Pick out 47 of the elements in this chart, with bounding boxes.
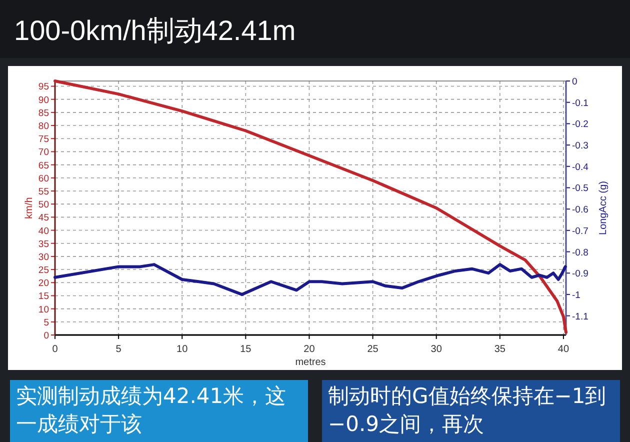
y-tick-label: 80	[38, 121, 49, 132]
x-tick-label: 15	[240, 344, 252, 355]
y2-tick-label: -0.9	[572, 268, 588, 280]
y-tick-label: 85	[38, 108, 49, 119]
y2-tick-label: -0.6	[572, 204, 588, 216]
y2-tick-label: -0.4	[572, 162, 588, 173]
x-tick-label: 5	[116, 344, 122, 355]
x-axis-title: metres	[295, 357, 326, 368]
y-tick-label: 95	[38, 82, 49, 93]
y-tick-label: 10	[38, 304, 49, 316]
y-tick-label: 55	[38, 186, 49, 198]
y-tick-label: 70	[38, 147, 49, 158]
y-tick-label: 45	[38, 212, 49, 224]
y-tick-label: 20	[38, 278, 49, 290]
y2-tick-label: -0.8	[572, 247, 588, 258]
x-tick-label: 20	[304, 344, 316, 355]
y2-tick-label: -0.2	[572, 119, 588, 130]
y2-tick-label: 0	[572, 76, 578, 88]
y-tick-label: 40	[38, 226, 49, 237]
x-tick-label: 40	[558, 344, 570, 355]
y-tick-label: 50	[38, 200, 49, 211]
y-tick-label: 65	[38, 160, 49, 172]
y2-tick-label: -0.7	[572, 226, 588, 237]
x-tick-label: 35	[494, 344, 506, 355]
y-axis-title: km/h	[24, 197, 35, 219]
title: 100-0km/h制动42.41m	[14, 15, 296, 46]
x-tick-label: 30	[430, 344, 442, 355]
y2-tick-label: -0.3	[572, 140, 588, 152]
x-tick-label: 25	[367, 344, 379, 355]
y-tick-label: 5	[44, 317, 49, 328]
x-tick-label: 10	[176, 344, 188, 355]
y2-tick-label: -0.1	[572, 98, 588, 109]
y-tick-label: 15	[38, 291, 49, 302]
y2-tick-label: -1.1	[572, 311, 588, 322]
y-tick-label: 25	[38, 265, 49, 276]
y-tick-label: 30	[38, 252, 49, 263]
y-tick-label: 75	[38, 134, 49, 146]
y2-tick-label: -1	[572, 290, 580, 301]
annotation: 制动时的G值始终保持在−1到−0.9之间，再次	[328, 383, 608, 438]
y-tick-label: 60	[38, 173, 49, 184]
annotation: 实测制动成绩为42.41米，这一成绩对于该	[16, 383, 288, 438]
y2-tick-label: -0.5	[572, 183, 588, 194]
y2-axis-title: LongAcc (g)	[598, 181, 609, 235]
x-tick-label: 0	[52, 344, 58, 355]
y-tick-label: 0	[44, 330, 49, 342]
y-tick-label: 90	[38, 94, 49, 106]
y-tick-label: 35	[38, 238, 49, 250]
